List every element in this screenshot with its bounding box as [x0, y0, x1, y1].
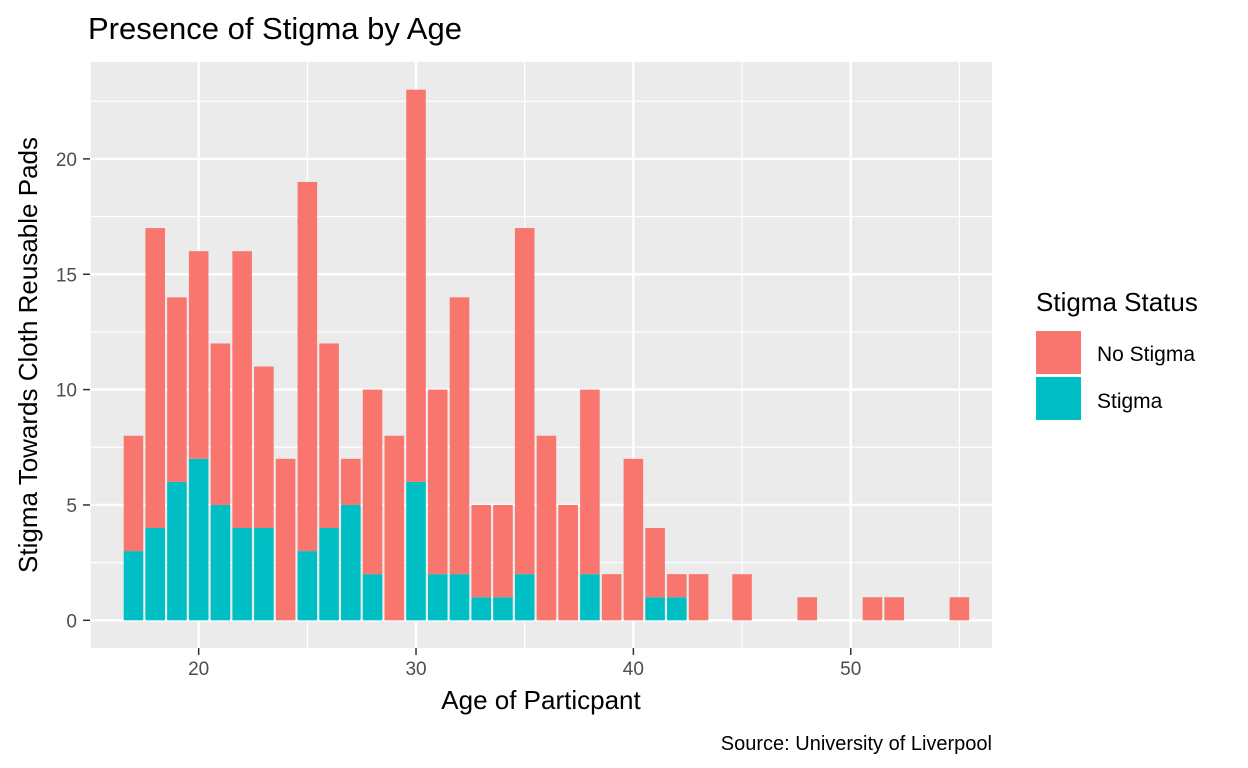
y-tick-label: 20 — [56, 150, 77, 171]
bar-stigma-age-17 — [123, 551, 144, 621]
x-axis: 20 30 40 50 — [188, 648, 861, 680]
bar-stigma-age-19 — [167, 481, 187, 621]
bar-stigma-age-31 — [427, 574, 448, 621]
legend-title: Stigma Status — [1036, 287, 1198, 317]
bar-no-stigma-age-22 — [232, 251, 252, 529]
bar-no-stigma-age-31 — [427, 389, 448, 575]
bar-no-stigma-age-40 — [623, 458, 644, 621]
x-tick-label: 30 — [405, 659, 426, 680]
bar-no-stigma-age-38 — [580, 389, 600, 575]
bar-no-stigma-age-25 — [297, 181, 318, 552]
bar-no-stigma-age-32 — [449, 297, 470, 575]
bar-stigma-age-38 — [580, 574, 600, 621]
bar-stigma-age-41 — [645, 597, 665, 621]
bar-stigma-age-35 — [514, 574, 535, 621]
legend-label-stigma: Stigma — [1097, 390, 1163, 413]
legend: Stigma Status No Stigma Stigma — [1036, 287, 1198, 420]
bar-stigma-age-34 — [493, 597, 513, 621]
chart-caption: Source: University of Liverpool — [721, 733, 992, 755]
bars — [123, 89, 970, 621]
bar-stigma-age-27 — [341, 504, 361, 621]
bar-stigma-age-23 — [254, 528, 274, 621]
y-tick-label: 0 — [66, 611, 77, 632]
legend-swatch-no-stigma — [1036, 331, 1081, 374]
legend-label-no-stigma: No Stigma — [1097, 343, 1195, 366]
bar-no-stigma-age-43 — [688, 574, 709, 621]
bar-stigma-age-25 — [297, 551, 318, 621]
bar-no-stigma-age-24 — [275, 458, 296, 621]
bar-stigma-age-26 — [319, 528, 339, 621]
bar-no-stigma-age-35 — [514, 228, 535, 575]
legend-swatch-stigma — [1036, 377, 1081, 420]
bar-no-stigma-age-42 — [667, 574, 687, 598]
y-tick-label: 5 — [66, 496, 77, 517]
bar-stigma-age-30 — [406, 481, 426, 621]
bar-no-stigma-age-23 — [254, 366, 274, 529]
bar-no-stigma-age-30 — [406, 89, 426, 482]
chart-title: Presence of Stigma by Age — [88, 11, 462, 46]
x-tick-label: 20 — [188, 659, 209, 680]
bar-stigma-age-18 — [145, 528, 165, 621]
bar-no-stigma-age-17 — [123, 435, 144, 552]
bar-stigma-age-22 — [232, 528, 252, 621]
bar-no-stigma-age-26 — [319, 343, 339, 529]
bar-no-stigma-age-37 — [558, 504, 578, 621]
bar-no-stigma-age-36 — [536, 435, 557, 621]
bar-stigma-age-33 — [471, 597, 492, 621]
bar-no-stigma-age-21 — [210, 343, 231, 505]
bar-stigma-age-32 — [449, 574, 470, 621]
y-tick-label: 10 — [56, 381, 77, 402]
bar-no-stigma-age-29 — [384, 435, 405, 621]
y-axis-title: Stigma Towards Cloth Reusable Pads — [13, 137, 43, 573]
bar-no-stigma-age-34 — [493, 504, 513, 598]
bar-no-stigma-age-19 — [167, 297, 187, 482]
bar-no-stigma-age-48 — [797, 597, 818, 621]
bar-no-stigma-age-51 — [862, 597, 883, 621]
x-tick-label: 50 — [840, 659, 861, 680]
bar-stigma-age-42 — [667, 597, 687, 621]
bar-no-stigma-age-39 — [601, 574, 622, 621]
bar-no-stigma-age-33 — [471, 504, 492, 598]
bar-no-stigma-age-20 — [188, 251, 209, 459]
bar-no-stigma-age-27 — [341, 458, 361, 505]
bar-no-stigma-age-52 — [884, 597, 904, 621]
bar-no-stigma-age-28 — [362, 389, 383, 575]
y-tick-label: 15 — [56, 265, 77, 286]
y-axis: 0 5 10 15 20 — [56, 150, 90, 632]
x-axis-title: Age of Particpant — [441, 685, 641, 715]
bar-no-stigma-age-41 — [645, 528, 665, 598]
bar-no-stigma-age-18 — [145, 228, 165, 529]
bar-no-stigma-age-55 — [949, 597, 970, 621]
bar-stigma-age-28 — [362, 574, 383, 621]
bar-stigma-age-20 — [188, 458, 209, 621]
bar-stigma-age-21 — [210, 504, 231, 621]
x-tick-label: 40 — [623, 659, 644, 680]
bar-no-stigma-age-45 — [732, 574, 752, 621]
